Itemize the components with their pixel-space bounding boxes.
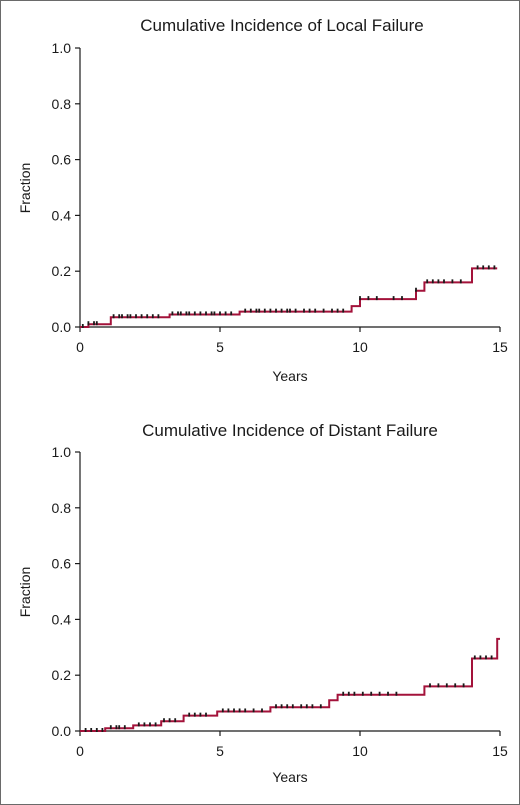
x-axis-label: Years bbox=[272, 769, 307, 785]
y-tick-label: 0.0 bbox=[52, 723, 72, 739]
x-tick-label: 10 bbox=[352, 743, 368, 759]
y-tick-label: 0.0 bbox=[52, 319, 72, 335]
y-tick-label: 0.4 bbox=[52, 207, 72, 223]
y-tick-label: 0.2 bbox=[52, 667, 72, 683]
x-tick-label: 15 bbox=[492, 743, 508, 759]
y-tick-label: 0.2 bbox=[52, 263, 72, 279]
incidence-step-line bbox=[80, 267, 498, 328]
x-tick-label: 10 bbox=[352, 339, 368, 355]
x-tick-label: 5 bbox=[216, 743, 224, 759]
distant-failure-panel: Cumulative Incidence of Distant Failure … bbox=[17, 421, 508, 785]
y-tick-label: 0.6 bbox=[52, 556, 72, 572]
chart-title: Cumulative Incidence of Local Failure bbox=[140, 16, 423, 35]
y-tick-label: 0.8 bbox=[52, 500, 72, 516]
x-tick-label: 15 bbox=[492, 339, 508, 355]
x-tick-label: 0 bbox=[76, 743, 84, 759]
x-tick-label: 5 bbox=[216, 339, 224, 355]
y-axis-label: Fraction bbox=[17, 567, 33, 618]
y-tick-label: 0.4 bbox=[52, 611, 72, 627]
y-tick-label: 0.8 bbox=[52, 96, 72, 112]
y-tick-label: 0.6 bbox=[52, 152, 72, 168]
x-tick-label: 0 bbox=[76, 339, 84, 355]
y-tick-label: 1.0 bbox=[52, 444, 72, 460]
y-tick-label: 1.0 bbox=[52, 40, 72, 56]
chart-title: Cumulative Incidence of Distant Failure bbox=[142, 421, 438, 440]
local-failure-panel: Cumulative Incidence of Local Failure Ye… bbox=[17, 16, 508, 384]
x-axis-label: Years bbox=[272, 368, 307, 384]
incidence-step-line bbox=[80, 637, 500, 732]
y-axis-label: Fraction bbox=[17, 163, 33, 214]
